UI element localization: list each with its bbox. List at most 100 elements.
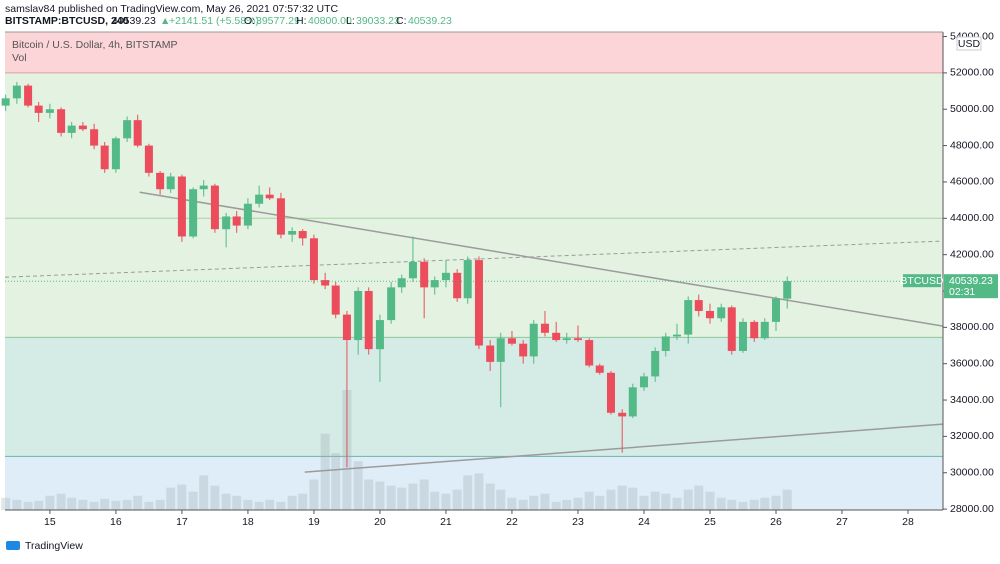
volume-bar [12, 499, 22, 510]
volume-bar [166, 487, 176, 510]
candle-body [639, 376, 648, 388]
candle-body [453, 272, 462, 299]
zone [5, 32, 943, 73]
x-tick-label: 22 [506, 516, 518, 528]
candle-body [661, 336, 670, 351]
candle-body [585, 340, 594, 366]
trendline [139, 191, 944, 327]
volume-bar [496, 489, 506, 510]
candle-body [717, 307, 726, 319]
volume-bar [133, 495, 143, 510]
candle-body [562, 338, 571, 341]
y-tick-label: 46000.00 [950, 176, 994, 188]
volume-bar [45, 495, 55, 510]
volume-bar [507, 497, 517, 510]
volume-bar [562, 499, 572, 510]
candle-body [354, 290, 363, 341]
volume-bar [122, 499, 132, 510]
c-value: 40539.23 [408, 15, 452, 27]
x-tick-label: 24 [638, 516, 650, 528]
volume-bar [56, 493, 66, 510]
volume-bar [760, 497, 770, 510]
candle-body [166, 176, 175, 190]
candle-body [540, 323, 549, 333]
volume-bar [430, 491, 440, 510]
volume-bar [551, 501, 561, 510]
h-label: H: [296, 15, 307, 27]
candle-body [420, 261, 429, 288]
candle-body [750, 321, 759, 339]
volume-bar [639, 495, 649, 510]
candle-body [738, 321, 747, 351]
volume-bar [155, 499, 165, 510]
y-tick-label: 38000.00 [950, 321, 994, 333]
y-tick-label: 28000.00 [950, 503, 994, 515]
volume-bar [144, 501, 154, 510]
o-label: O: [244, 15, 255, 27]
candle-body [133, 120, 142, 146]
candle-body [397, 278, 406, 288]
candle-body [474, 260, 483, 346]
l-label: L: [346, 15, 355, 27]
volume-bar [331, 453, 341, 510]
candle-body [552, 332, 561, 341]
price-badge-timer: 02:31 [949, 286, 975, 298]
candle-body [573, 338, 582, 341]
volume-bar [298, 493, 308, 510]
candle-body [342, 314, 351, 341]
time-axis-bg [0, 510, 1000, 538]
y-tick-label: 50000.00 [950, 103, 994, 115]
candle-body [507, 338, 516, 344]
symbol: BITSTAMP:BTCUSD, 240 [5, 15, 129, 27]
volume-bar [1, 497, 11, 510]
volume-bar [89, 501, 99, 510]
footer-bg [0, 538, 1000, 559]
x-tick-label: 17 [176, 516, 188, 528]
x-tick-label: 20 [374, 516, 386, 528]
candle-body [12, 85, 21, 99]
candle-body [694, 300, 703, 311]
candle-body [771, 298, 780, 322]
y-tick-label: 36000.00 [950, 357, 994, 369]
volume-bar [408, 483, 418, 510]
candle-body [189, 189, 198, 237]
volume-bar [254, 501, 264, 510]
candle-body [606, 372, 615, 413]
candle-body [519, 343, 528, 357]
volume-bar [441, 493, 451, 510]
volume-bar [672, 497, 682, 510]
candle-body [276, 198, 285, 235]
volume-bar [628, 487, 638, 510]
y-tick-label: 48000.00 [950, 139, 994, 151]
volume-bar [782, 489, 792, 510]
candle-body [595, 365, 604, 373]
volume-bar [595, 495, 605, 510]
candle-body [309, 238, 318, 281]
volume-bar [232, 495, 242, 510]
candle-body [529, 323, 538, 357]
volume-bar [584, 491, 594, 510]
price-badge-value: 40539.23 [949, 275, 993, 287]
volume-bar [23, 501, 33, 510]
volume-bar [771, 495, 781, 510]
candle-body [57, 109, 66, 133]
candle-body [156, 172, 165, 190]
volume-bar [683, 489, 693, 510]
volume-bar [397, 487, 407, 510]
volume-bar [606, 489, 616, 510]
volume-label: Vol [12, 52, 27, 64]
volume-bar [705, 491, 715, 510]
candle-body [672, 334, 681, 337]
x-tick-label: 25 [704, 516, 716, 528]
volume-bar [452, 489, 462, 510]
volume-bar [617, 485, 627, 510]
volume-bar [243, 499, 253, 510]
volume-bar [364, 479, 374, 510]
volume-bar [375, 481, 385, 510]
candle-body [760, 321, 769, 339]
currency-box [956, 36, 982, 51]
volume-bar [661, 493, 671, 510]
volume-bar [738, 501, 748, 510]
candle-body [783, 281, 792, 299]
